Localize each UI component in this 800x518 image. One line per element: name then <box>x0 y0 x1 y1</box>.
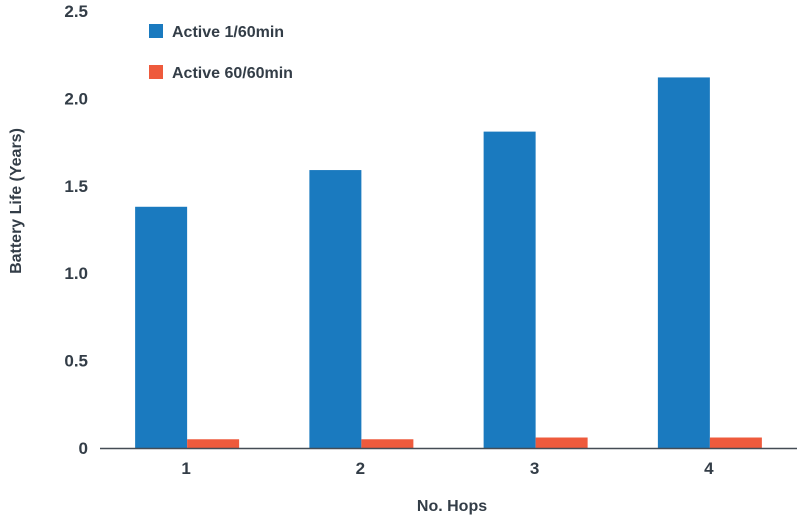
bar-series-1 <box>657 77 710 448</box>
bar-series-1 <box>309 170 362 448</box>
legend-swatch <box>149 65 163 79</box>
y-tick-label: 1.5 <box>64 177 88 196</box>
bar-series-2 <box>709 437 762 448</box>
x-axis-title: No. Hops <box>417 498 487 515</box>
y-tick-label: 1.0 <box>64 264 88 283</box>
bar-series-2 <box>187 439 240 448</box>
y-axis-title: Battery Life (Years) <box>8 128 25 274</box>
bar-series-1 <box>483 131 536 448</box>
x-tick-label: 4 <box>704 459 714 478</box>
legend-label: Active 60/60min <box>172 65 293 82</box>
x-tick-label: 3 <box>530 459 539 478</box>
legend: Active 1/60min Active 60/60min <box>149 24 293 82</box>
bar-series-1 <box>135 206 188 448</box>
bar-series-2 <box>535 437 588 448</box>
x-axis-ticks: 1 2 3 4 <box>181 459 714 478</box>
y-tick-label: 2.5 <box>64 2 88 21</box>
y-tick-label: 0.5 <box>64 352 88 371</box>
legend-swatch <box>149 24 163 38</box>
bar-series-2 <box>361 439 414 448</box>
y-axis-ticks: 0 0.5 1.0 1.5 2.0 2.5 <box>64 2 88 458</box>
y-tick-label: 0 <box>79 439 88 458</box>
legend-label: Active 1/60min <box>172 24 284 41</box>
x-tick-label: 1 <box>181 459 190 478</box>
x-tick-label: 2 <box>356 459 365 478</box>
y-tick-label: 2.0 <box>64 89 88 108</box>
bars-layer <box>135 77 762 448</box>
